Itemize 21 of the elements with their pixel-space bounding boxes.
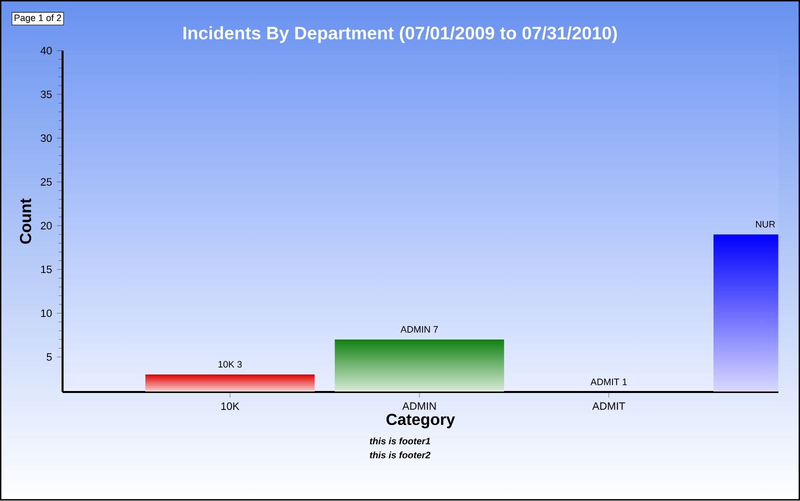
text: this is footer2: [370, 452, 430, 459]
y-tick-label: 40: [40, 47, 52, 55]
y-tick-label: 15: [41, 266, 52, 274]
y-tick-label: 35: [40, 90, 52, 98]
text: Page 1 of 2: [14, 14, 62, 24]
y-tick-label: 5: [46, 354, 52, 361]
y-tick-label: 10: [41, 310, 52, 318]
y-tick-label: 30: [40, 134, 52, 142]
x-tick-label: ADMIN: [402, 402, 436, 410]
chart-title: Incidents By Department (07/01/2009 to 07/31/2010): [183, 26, 617, 44]
y-tick-label: 25: [40, 178, 52, 186]
data-label: ADMIN 7: [400, 326, 438, 333]
text: this is footer1: [370, 438, 430, 445]
data-label: ADMIT 1: [590, 378, 627, 386]
x-tick-label: ADMIT: [592, 402, 626, 410]
y-tick-label: 20: [40, 222, 52, 230]
y-axis-title: Count: [20, 198, 32, 244]
data-label: 10K 3: [218, 361, 242, 368]
x-axis-title: Category: [386, 414, 455, 429]
data-label: NUR: [756, 221, 775, 228]
x-tick-label: 10K: [221, 402, 240, 410]
